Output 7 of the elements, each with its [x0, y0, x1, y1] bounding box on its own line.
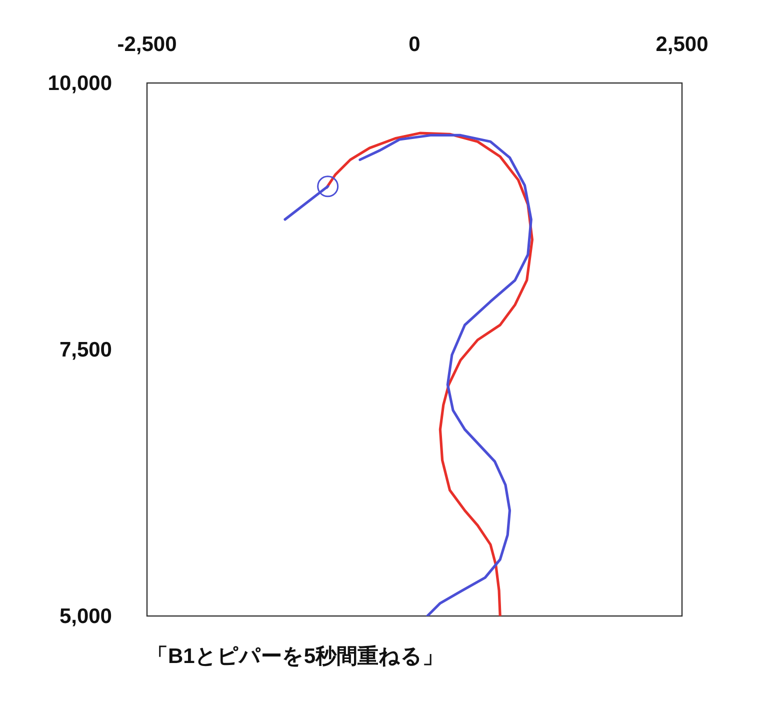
xtick: -2,500	[117, 33, 177, 56]
ytick: 10,000	[48, 72, 112, 95]
ytick: 5,000	[59, 605, 112, 628]
xtick: 2,500	[656, 33, 708, 56]
annotation: 「B1とピパーを5秒間重ねる」	[147, 645, 444, 668]
ytick: 7,500	[59, 338, 112, 362]
xtick: 0	[408, 33, 420, 56]
